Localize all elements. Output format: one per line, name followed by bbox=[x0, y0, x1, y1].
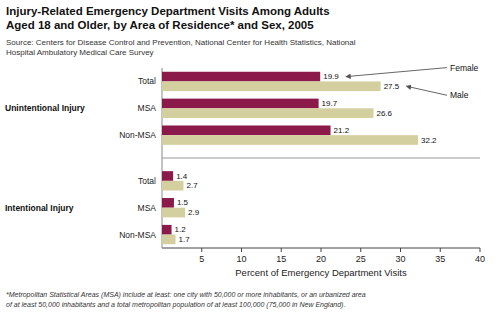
footnote: *Metropolitan Statistical Areas (MSA) in… bbox=[6, 291, 366, 309]
x-tick bbox=[241, 248, 242, 252]
x-tick bbox=[281, 248, 282, 252]
x-axis: 5 10 15 20 25 30 35 40 bbox=[162, 248, 485, 264]
bar bbox=[162, 181, 183, 191]
bar bbox=[162, 108, 373, 118]
x-tick-label: 10 bbox=[236, 254, 246, 264]
group-label: Intentional Injury bbox=[5, 203, 74, 213]
bars bbox=[162, 72, 418, 244]
footnote-line: *Metropolitan Statistical Areas (MSA) in… bbox=[6, 291, 366, 299]
bar bbox=[162, 72, 320, 82]
bar bbox=[162, 208, 185, 218]
category-label: MSA bbox=[138, 203, 157, 213]
bar bbox=[162, 125, 331, 135]
data-labels: 19.9 19.7 21.2 1.4 1.5 1.2 27.5 26.6 32.2 2.7 2.9 1… bbox=[175, 72, 438, 244]
bar bbox=[162, 198, 174, 208]
data-label: 1.2 bbox=[175, 225, 187, 234]
x-tick-label: 40 bbox=[475, 254, 485, 264]
x-tick bbox=[360, 248, 361, 252]
x-tick bbox=[400, 248, 401, 252]
title-line: Aged 18 and Older, by Area of Residence*… bbox=[6, 19, 314, 31]
data-label: 26.6 bbox=[376, 109, 392, 118]
title: Injury-Related Emergency Department Visi… bbox=[6, 5, 330, 31]
data-label: 1.4 bbox=[176, 172, 188, 181]
category-label: Non-MSA bbox=[119, 230, 156, 240]
bar bbox=[162, 81, 381, 91]
source: Source: Centers for Disease Control and … bbox=[6, 38, 356, 57]
x-tick-label: 20 bbox=[316, 254, 326, 264]
x-tick-label: 5 bbox=[199, 254, 204, 264]
bar bbox=[162, 171, 173, 181]
series-arrow bbox=[407, 86, 447, 95]
footnote-line: of at least 50,000 inhabitants and a tot… bbox=[6, 301, 345, 309]
series-arrow bbox=[346, 68, 447, 77]
category-label: Total bbox=[138, 76, 156, 86]
title-line: Injury-Related Emergency Department Visi… bbox=[6, 5, 330, 17]
bar bbox=[162, 225, 172, 235]
data-label: 1.5 bbox=[177, 198, 189, 207]
data-label: 19.9 bbox=[323, 72, 339, 81]
category-label: Non-MSA bbox=[119, 130, 156, 140]
x-tick bbox=[480, 248, 481, 252]
x-tick-label: 15 bbox=[276, 254, 286, 264]
bar bbox=[162, 235, 176, 245]
group-label: Unintentional Injury bbox=[5, 103, 85, 113]
source-line: Hospital Ambulatory Medical Care Survey bbox=[6, 48, 154, 57]
series-label: Female bbox=[450, 63, 479, 73]
data-label: 2.9 bbox=[188, 208, 200, 217]
x-axis-label: Percent of Emergency Department Visits bbox=[235, 267, 407, 278]
group-separator bbox=[162, 158, 480, 159]
x-tick-label: 35 bbox=[435, 254, 445, 264]
data-label: 27.5 bbox=[384, 82, 400, 91]
x-tick-label: 30 bbox=[395, 254, 405, 264]
data-label: 21.2 bbox=[334, 126, 350, 135]
category-label: MSA bbox=[138, 103, 157, 113]
category-label: Total bbox=[138, 176, 156, 186]
bar bbox=[162, 99, 319, 109]
source-line: Source: Centers for Disease Control and … bbox=[6, 38, 356, 47]
data-label: 32.2 bbox=[421, 136, 437, 145]
data-label: 1.7 bbox=[179, 235, 191, 244]
data-label: 2.7 bbox=[186, 181, 198, 190]
series-label: Male bbox=[450, 90, 469, 100]
x-tick bbox=[201, 248, 202, 252]
bar bbox=[162, 135, 418, 145]
x-tick-label: 25 bbox=[356, 254, 366, 264]
x-tick bbox=[440, 248, 441, 252]
chart: Injury-Related Emergency Department Visi… bbox=[0, 0, 500, 320]
data-label: 19.7 bbox=[322, 99, 338, 108]
x-tick bbox=[321, 248, 322, 252]
